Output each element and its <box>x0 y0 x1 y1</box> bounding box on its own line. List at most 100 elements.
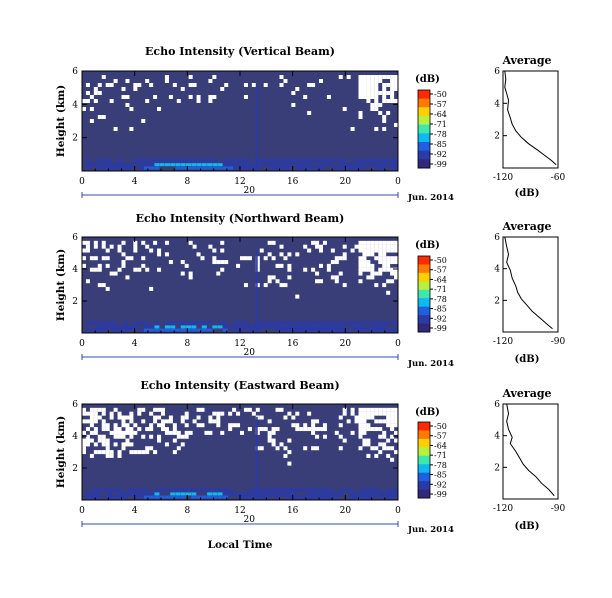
missing-data-cell <box>212 248 217 253</box>
missing-data-cell <box>330 260 335 265</box>
missing-data-cell <box>133 240 138 245</box>
heatmap-background <box>82 71 398 171</box>
missing-data-cell <box>164 427 169 432</box>
echo-cell <box>233 328 239 332</box>
echo-cell <box>375 488 381 492</box>
missing-data-cell <box>334 256 339 261</box>
missing-data-cell <box>113 127 118 131</box>
echo-cell <box>207 492 213 496</box>
colorbar-tick-label: -57 <box>434 266 447 275</box>
echo-cell <box>391 166 397 170</box>
missing-data-cell <box>358 79 363 83</box>
colorbar-unit: (dB) <box>415 240 440 251</box>
colorbar-segment <box>418 489 430 499</box>
echo-cell <box>280 166 286 170</box>
missing-data-cell <box>394 87 398 91</box>
echo-cell <box>370 492 376 496</box>
echo-cell <box>133 488 139 492</box>
missing-data-cell <box>125 415 130 420</box>
echo-cell <box>249 328 255 332</box>
missing-data-cell <box>113 271 118 276</box>
echo-cell <box>322 328 328 332</box>
missing-data-cell <box>358 434 363 439</box>
echo-cell <box>212 495 218 499</box>
colorbar-frame <box>417 421 431 499</box>
missing-data-cell <box>303 95 308 99</box>
echo-cell <box>112 163 118 167</box>
missing-data-cell <box>338 256 343 261</box>
missing-data-cell <box>362 95 367 99</box>
missing-data-cell <box>342 252 347 257</box>
echo-cell <box>149 495 155 499</box>
y-tick-label: 4 <box>72 100 78 110</box>
missing-data-cell <box>180 271 185 276</box>
heatmap-axes: 0 4 8 12 16 20 0 2 4 6 20 <box>72 233 401 360</box>
colorbar-tick-label: -64 <box>434 441 447 450</box>
echo-cell <box>338 163 344 167</box>
missing-data-cell <box>382 283 387 288</box>
missing-data-cell <box>378 75 383 79</box>
echo-cell <box>233 321 239 325</box>
missing-data-cell <box>366 267 371 272</box>
echo-cell <box>159 328 165 332</box>
missing-data-cell <box>228 427 233 432</box>
missing-data-cell <box>149 286 154 291</box>
missing-data-cell <box>243 407 248 412</box>
echo-cell <box>375 159 381 162</box>
missing-data-cell <box>97 438 102 443</box>
x-tick-label: 16 <box>287 177 299 187</box>
missing-data-cell <box>220 260 225 265</box>
missing-data-cell <box>362 248 367 253</box>
missing-data-cell <box>101 75 106 79</box>
missing-data-cell <box>93 411 98 416</box>
missing-data-cell <box>82 248 86 253</box>
missing-data-cell <box>303 423 308 428</box>
missing-data-cell <box>370 103 375 107</box>
missing-data-cell <box>358 115 363 119</box>
missing-data-cell <box>184 415 189 420</box>
missing-data-cell <box>358 419 363 424</box>
missing-data-cell <box>188 275 193 280</box>
missing-data-cell <box>374 244 379 249</box>
echo-cell <box>317 159 323 162</box>
missing-data-cell <box>338 271 343 276</box>
missing-data-cell <box>263 83 268 87</box>
echo-cell <box>322 495 328 499</box>
missing-data-cell <box>141 256 146 261</box>
echo-cell <box>354 325 360 329</box>
echo-cell <box>154 488 160 492</box>
missing-data-cell <box>386 267 391 272</box>
echo-cell <box>312 492 318 496</box>
missing-data-cell <box>358 95 363 99</box>
x-tick-label: 20 <box>340 177 352 187</box>
missing-data-cell <box>101 115 106 119</box>
echo-cell <box>296 163 302 167</box>
missing-data-cell <box>137 267 142 272</box>
missing-data-cell <box>176 430 181 435</box>
missing-data-cell <box>145 427 150 432</box>
echo-cell <box>291 492 297 496</box>
echo-cell <box>359 495 365 499</box>
echo-cell <box>238 492 244 496</box>
missing-data-cell <box>366 411 371 416</box>
echo-cell <box>138 495 144 499</box>
average-y-tick-label: 6 <box>494 233 500 243</box>
echo-cell <box>349 166 355 170</box>
missing-data-cell <box>153 450 158 455</box>
missing-data-cell <box>192 83 197 87</box>
missing-data-cell <box>382 263 387 268</box>
echo-cell <box>217 163 223 167</box>
missing-data-cell <box>113 79 118 83</box>
echo-cell <box>143 163 149 167</box>
average-x-tick-label: -90 <box>551 337 566 347</box>
echo-cell <box>191 159 197 162</box>
missing-data-cell <box>370 240 375 245</box>
missing-data-cell <box>232 407 237 412</box>
echo-cell <box>138 166 144 170</box>
echo-cell <box>317 321 323 325</box>
echo-cell <box>85 492 91 496</box>
echo-cell <box>370 328 376 332</box>
missing-data-cell <box>157 107 162 111</box>
colorbar-tick-label: -57 <box>434 100 447 109</box>
